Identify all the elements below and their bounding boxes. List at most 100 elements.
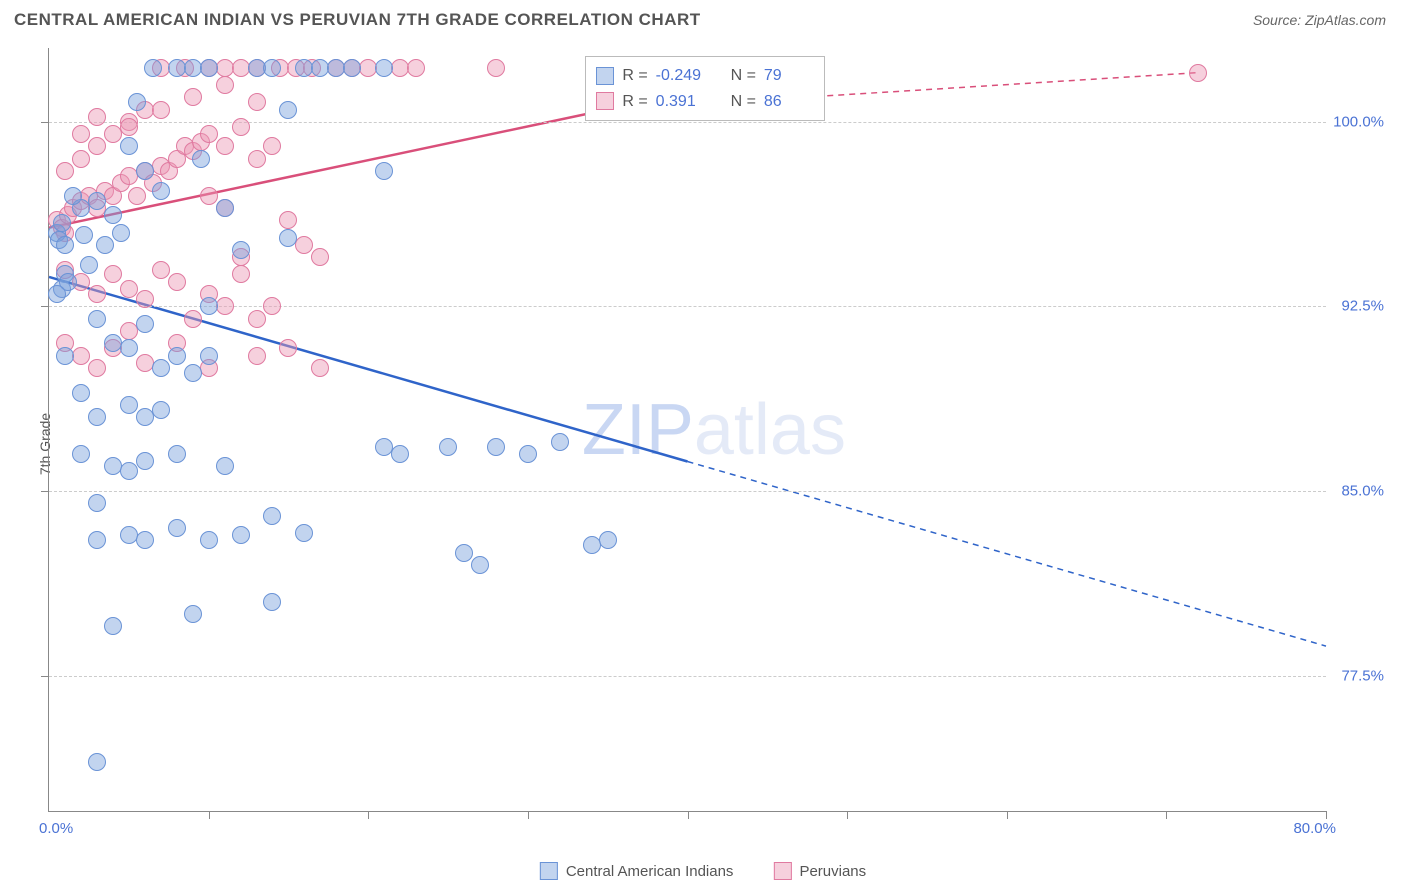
scatter-point-b bbox=[200, 187, 218, 205]
scatter-point-a bbox=[53, 214, 71, 232]
scatter-point-b bbox=[120, 118, 138, 136]
legend-swatch bbox=[596, 92, 614, 110]
legend-swatch bbox=[773, 862, 791, 880]
scatter-point-a bbox=[120, 137, 138, 155]
scatter-point-a bbox=[343, 59, 361, 77]
scatter-point-a bbox=[88, 192, 106, 210]
scatter-point-b bbox=[216, 137, 234, 155]
y-tick-label: 85.0% bbox=[1341, 483, 1384, 500]
scatter-point-a bbox=[168, 347, 186, 365]
scatter-point-a bbox=[216, 457, 234, 475]
scatter-point-a bbox=[48, 285, 66, 303]
x-axis-min-label: 0.0% bbox=[39, 820, 73, 837]
scatter-point-a bbox=[64, 187, 82, 205]
scatter-point-b bbox=[311, 359, 329, 377]
scatter-point-a bbox=[136, 162, 154, 180]
scatter-point-a bbox=[72, 384, 90, 402]
y-tick bbox=[41, 676, 49, 677]
x-tick bbox=[368, 811, 369, 819]
scatter-point-a bbox=[80, 256, 98, 274]
scatter-point-a bbox=[439, 438, 457, 456]
scatter-point-a bbox=[583, 536, 601, 554]
legend-label: Peruvians bbox=[799, 863, 866, 880]
scatter-point-b bbox=[248, 150, 266, 168]
scatter-point-b bbox=[248, 93, 266, 111]
x-axis-max-label: 80.0% bbox=[1293, 820, 1336, 837]
scatter-point-a bbox=[152, 359, 170, 377]
scatter-point-a bbox=[112, 224, 130, 242]
y-tick-label: 92.5% bbox=[1341, 298, 1384, 315]
stats-row: R = -0.249 N = 79 bbox=[596, 63, 814, 89]
legend-item: Peruvians bbox=[773, 862, 866, 880]
scatter-point-a bbox=[120, 462, 138, 480]
x-tick bbox=[1166, 811, 1167, 819]
scatter-point-a bbox=[200, 59, 218, 77]
scatter-point-b bbox=[311, 248, 329, 266]
scatter-point-b bbox=[168, 273, 186, 291]
scatter-point-a bbox=[519, 445, 537, 463]
scatter-point-a bbox=[72, 445, 90, 463]
scatter-point-a bbox=[88, 408, 106, 426]
scatter-point-b bbox=[88, 137, 106, 155]
scatter-point-a bbox=[391, 445, 409, 463]
y-tick bbox=[41, 122, 49, 123]
gridline bbox=[49, 306, 1326, 307]
scatter-point-a bbox=[599, 531, 617, 549]
scatter-point-a bbox=[128, 93, 146, 111]
scatter-point-b bbox=[152, 261, 170, 279]
scatter-point-b bbox=[263, 297, 281, 315]
scatter-point-b bbox=[232, 265, 250, 283]
scatter-point-a bbox=[263, 507, 281, 525]
scatter-point-b bbox=[128, 187, 146, 205]
scatter-point-b bbox=[56, 162, 74, 180]
legend-label: Central American Indians bbox=[566, 863, 734, 880]
legend-swatch bbox=[596, 67, 614, 85]
legend-item: Central American Indians bbox=[540, 862, 734, 880]
scatter-point-a bbox=[136, 452, 154, 470]
scatter-point-a bbox=[455, 544, 473, 562]
scatter-point-a bbox=[184, 605, 202, 623]
scatter-point-b bbox=[120, 280, 138, 298]
scatter-point-a bbox=[200, 531, 218, 549]
scatter-point-a bbox=[200, 347, 218, 365]
scatter-point-a bbox=[56, 236, 74, 254]
scatter-point-a bbox=[279, 101, 297, 119]
plot-area: ZIPatlas R = -0.249 N = 79R = 0.391 N = … bbox=[48, 48, 1326, 812]
scatter-point-a bbox=[263, 59, 281, 77]
y-tick bbox=[41, 491, 49, 492]
scatter-point-b bbox=[279, 339, 297, 357]
scatter-point-b bbox=[248, 310, 266, 328]
scatter-point-b bbox=[263, 137, 281, 155]
y-tick-label: 100.0% bbox=[1333, 113, 1384, 130]
scatter-point-b bbox=[407, 59, 425, 77]
scatter-point-a bbox=[263, 593, 281, 611]
scatter-point-b bbox=[136, 290, 154, 308]
scatter-point-b bbox=[88, 359, 106, 377]
scatter-point-b bbox=[200, 125, 218, 143]
scatter-point-a bbox=[144, 59, 162, 77]
scatter-point-a bbox=[104, 617, 122, 635]
scatter-point-a bbox=[216, 199, 234, 217]
source-label: Source: ZipAtlas.com bbox=[1253, 12, 1386, 28]
watermark: ZIPatlas bbox=[582, 389, 846, 471]
scatter-point-a bbox=[471, 556, 489, 574]
scatter-point-a bbox=[487, 438, 505, 456]
header: CENTRAL AMERICAN INDIAN VS PERUVIAN 7TH … bbox=[0, 0, 1406, 38]
x-tick bbox=[528, 811, 529, 819]
stats-box: R = -0.249 N = 79R = 0.391 N = 86 bbox=[585, 56, 825, 121]
scatter-point-a bbox=[200, 297, 218, 315]
scatter-point-a bbox=[88, 310, 106, 328]
scatter-point-b bbox=[248, 347, 266, 365]
scatter-point-b bbox=[88, 108, 106, 126]
trend-lines bbox=[49, 48, 1326, 811]
scatter-point-a bbox=[232, 241, 250, 259]
x-tick bbox=[688, 811, 689, 819]
scatter-point-b bbox=[232, 118, 250, 136]
scatter-point-b bbox=[216, 76, 234, 94]
scatter-point-b bbox=[88, 285, 106, 303]
scatter-point-a bbox=[136, 531, 154, 549]
scatter-point-a bbox=[88, 753, 106, 771]
scatter-point-a bbox=[295, 524, 313, 542]
x-tick bbox=[1326, 811, 1327, 819]
gridline bbox=[49, 676, 1326, 677]
